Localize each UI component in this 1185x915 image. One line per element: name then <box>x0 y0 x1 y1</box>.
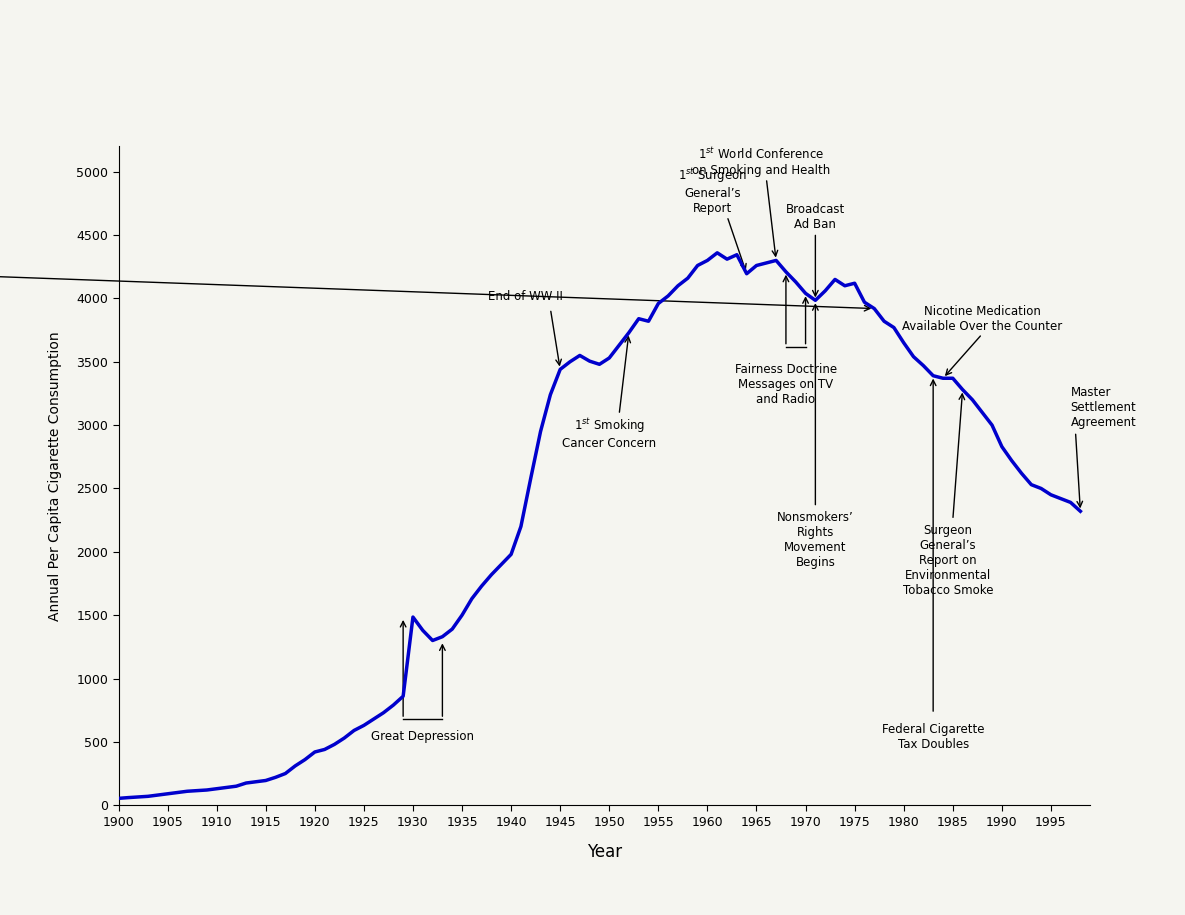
Text: 1$^{st}$ Surgeon
General’s
Report: 1$^{st}$ Surgeon General’s Report <box>678 167 747 215</box>
Text: Nonsmokers’
Rights
Movement
Begins: Nonsmokers’ Rights Movement Begins <box>777 511 853 569</box>
Text: Nicotine Medication
Available Over the Counter: Nicotine Medication Available Over the C… <box>902 305 1063 333</box>
Text: Federal Cigarette
Tax Doubles: Federal Cigarette Tax Doubles <box>882 723 985 751</box>
Y-axis label: Annual Per Capita Cigarette Consumption: Annual Per Capita Cigarette Consumption <box>49 331 62 620</box>
Text: Broadcast
Ad Ban: Broadcast Ad Ban <box>786 203 845 231</box>
Text: Master
Settlement
Agreement: Master Settlement Agreement <box>1070 386 1136 429</box>
X-axis label: Year: Year <box>587 843 622 860</box>
Text: 1$^{st}$ World Conference
on Smoking and Health: 1$^{st}$ World Conference on Smoking and… <box>692 146 831 177</box>
Text: End of WW II: End of WW II <box>488 290 563 304</box>
Text: Surgeon
General’s
Report on
Environmental
Tobacco Smoke: Surgeon General’s Report on Environmenta… <box>903 524 993 597</box>
Text: Fairness Doctrine
Messages on TV
and Radio: Fairness Doctrine Messages on TV and Rad… <box>735 363 837 406</box>
Text: Great Depression: Great Depression <box>371 730 474 744</box>
Text: 1$^{st}$ Smoking
Cancer Concern: 1$^{st}$ Smoking Cancer Concern <box>562 416 656 450</box>
